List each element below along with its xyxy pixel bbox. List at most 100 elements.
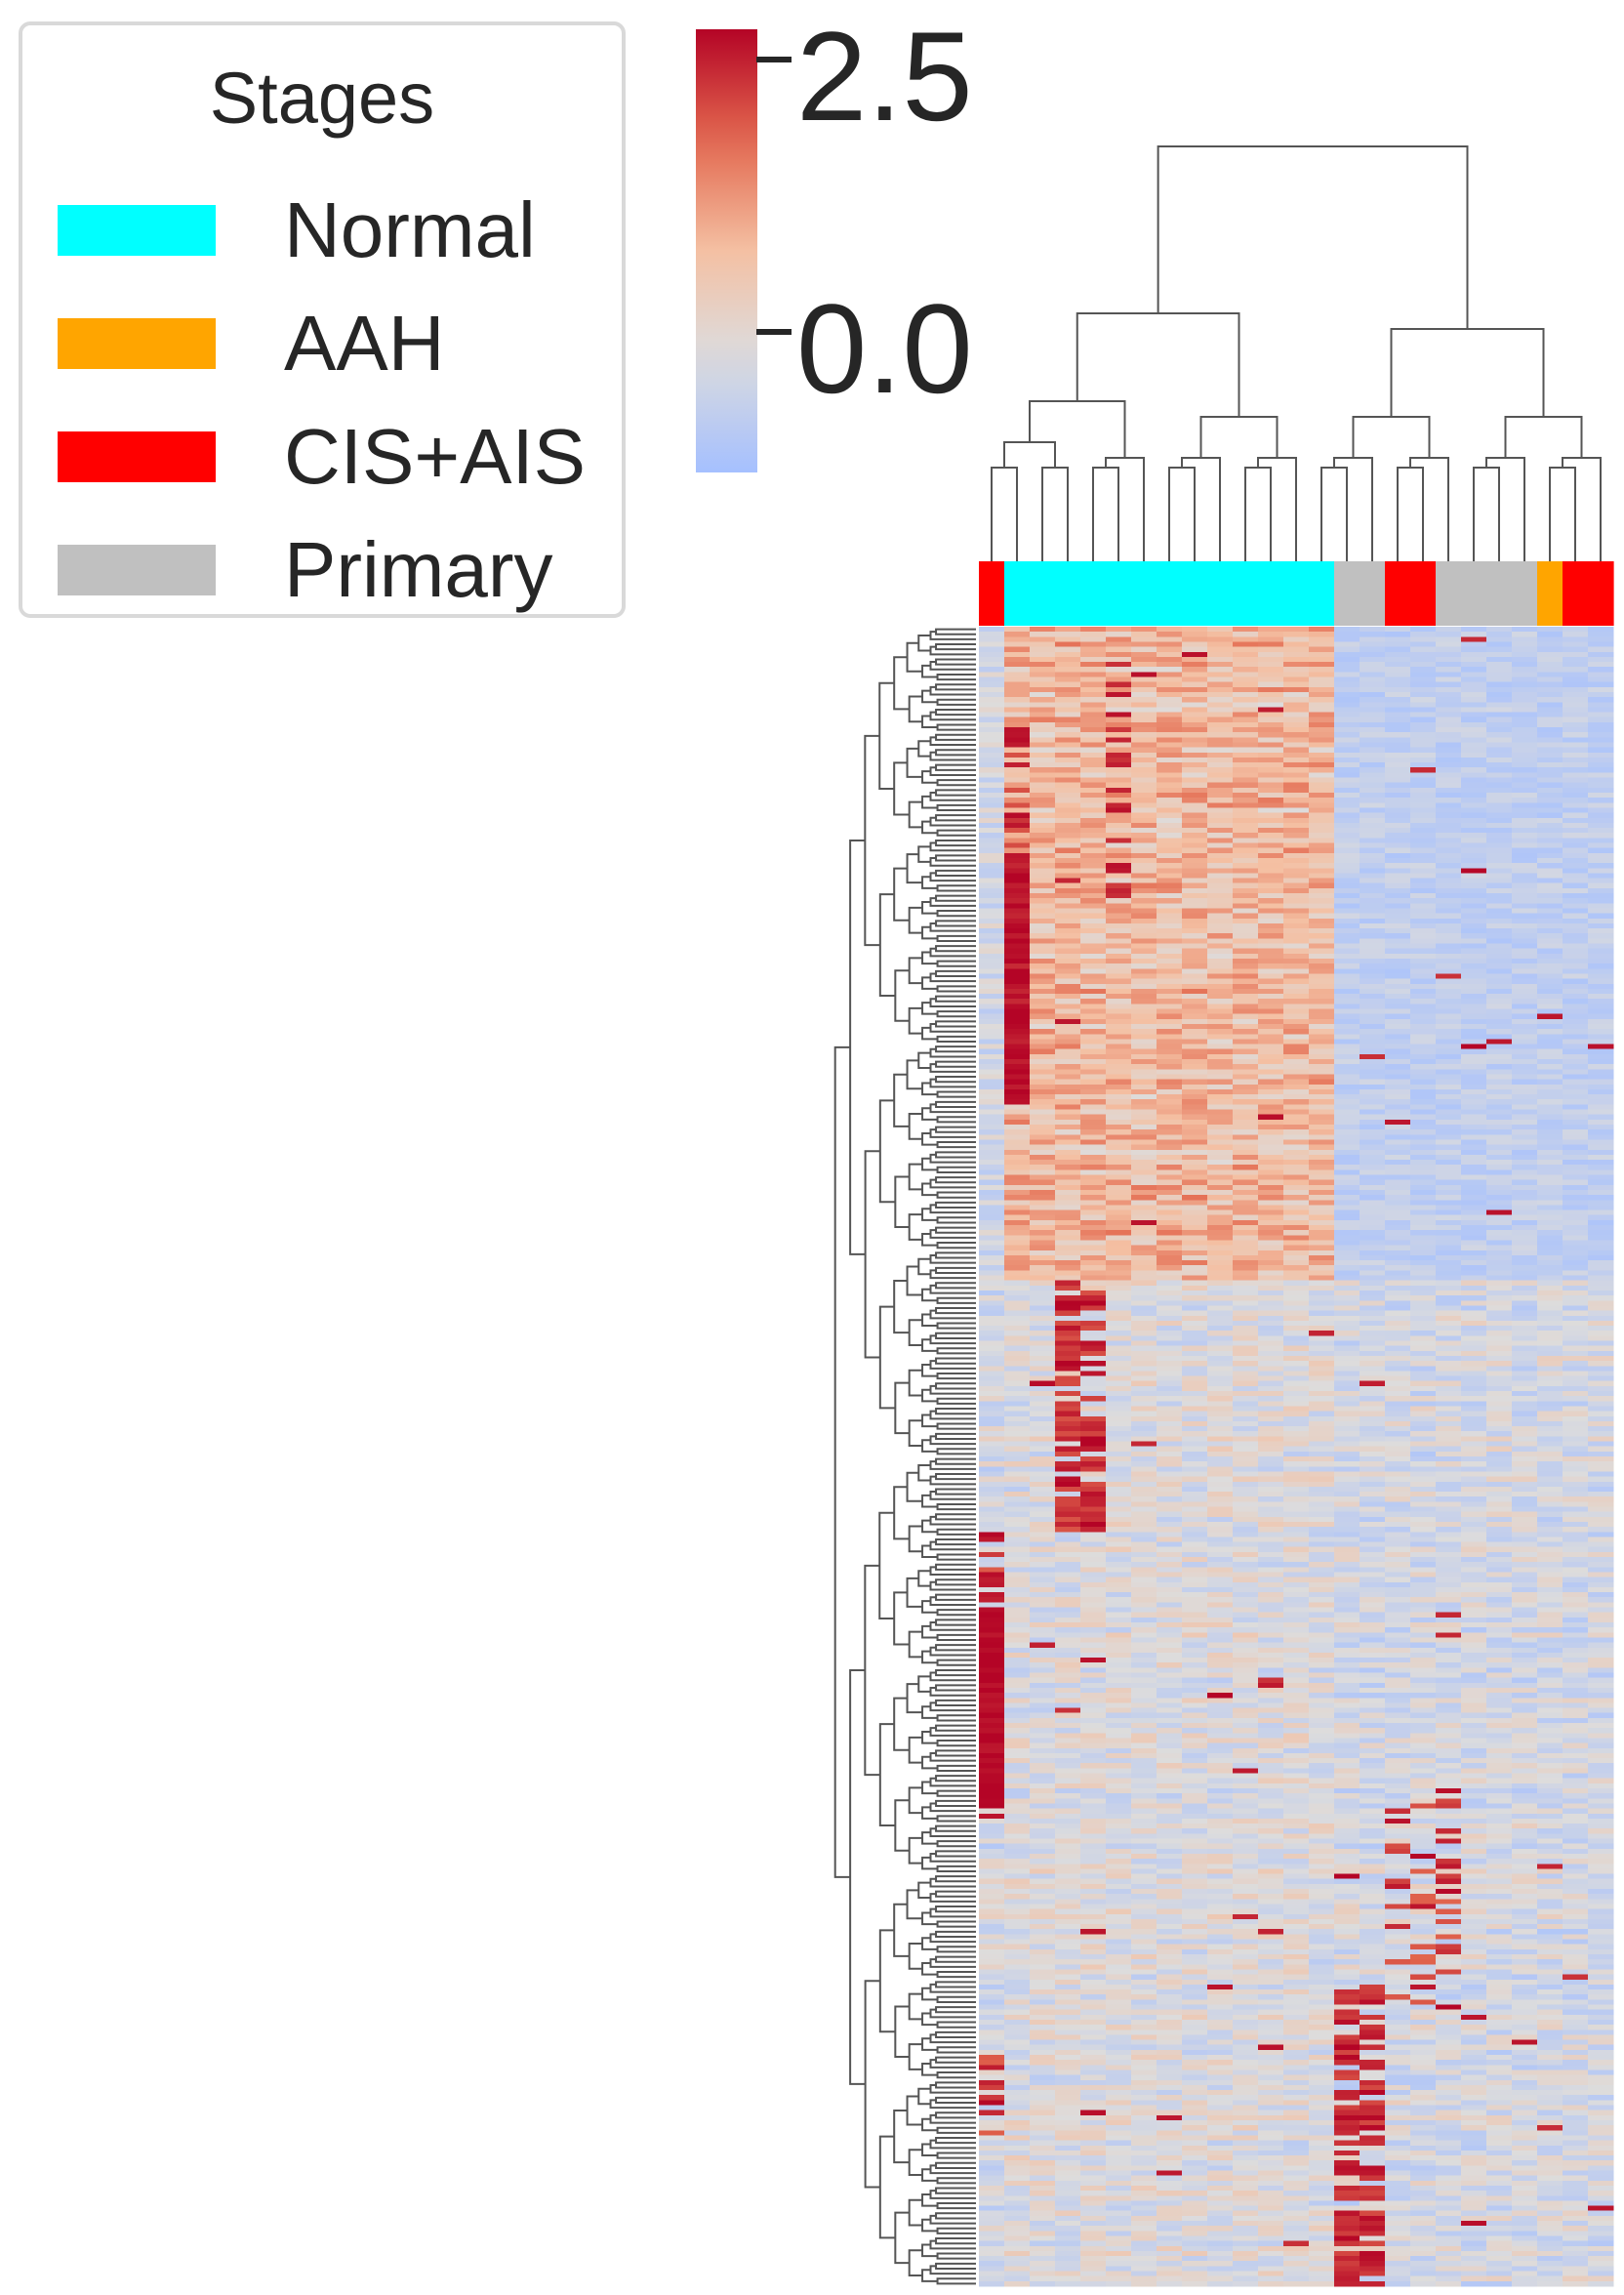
heatmap-cell (1563, 933, 1589, 939)
heatmap-cell (1283, 742, 1310, 749)
heatmap-cell (1537, 1415, 1563, 1422)
heatmap-cell (1030, 686, 1056, 693)
heatmap-cell (1182, 1125, 1208, 1130)
dendrogram-branch (929, 1596, 976, 1606)
heatmap-cell (1410, 1240, 1437, 1247)
heatmap-cell (1283, 697, 1310, 703)
heatmap-cell (1410, 868, 1437, 875)
heatmap-cell (1588, 812, 1614, 819)
heatmap-cell (1486, 1154, 1513, 1161)
heatmap-cell (1436, 681, 1462, 688)
heatmap-cell (979, 1219, 1005, 1226)
heatmap-cell (1461, 1165, 1487, 1170)
heatmap-cell (1207, 1532, 1234, 1538)
dendrogram-branch (929, 856, 976, 867)
dendrogram-branch (929, 1701, 976, 1712)
dendrogram-branch (908, 957, 923, 985)
heatmap-cell (1283, 1481, 1310, 1488)
heatmap-cell (1512, 767, 1538, 773)
heatmap-cell (1385, 1492, 1411, 1497)
heatmap-cell (1106, 1335, 1132, 1342)
heatmap-cell (1512, 1254, 1538, 1261)
heatmap-cell (1436, 707, 1462, 714)
heatmap-cell (1436, 999, 1462, 1004)
heatmap-cell (1004, 978, 1031, 985)
heatmap-cell (1537, 1079, 1563, 1086)
heatmap-cell (1512, 737, 1538, 744)
heatmap-cell (979, 1476, 1005, 1483)
heatmap-cell (1233, 737, 1259, 744)
heatmap-cell (1283, 1441, 1310, 1448)
heatmap-cell (1334, 1225, 1360, 1231)
heatmap-cell (1106, 1114, 1132, 1121)
heatmap-cell (1157, 1134, 1183, 1141)
heatmap-cell (1258, 999, 1284, 1004)
heatmap-cell (1512, 1406, 1538, 1413)
heatmap-cell (1258, 793, 1284, 799)
heatmap-cell (1436, 1104, 1462, 1111)
heatmap-cell (1588, 1331, 1614, 1336)
stage-cell (1537, 561, 1563, 626)
heatmap-cell (1233, 1079, 1259, 1086)
heatmap-cell (1258, 651, 1284, 658)
heatmap-cell (1410, 1160, 1437, 1166)
heatmap-cell (1233, 1039, 1259, 1045)
heatmap-cell (1461, 1300, 1487, 1307)
heatmap-cell (1258, 646, 1284, 653)
heatmap-cell (1004, 994, 1031, 1000)
heatmap-cell (1157, 1104, 1183, 1111)
heatmap-cell (1334, 1466, 1360, 1473)
heatmap-cell (1258, 1230, 1284, 1236)
heatmap-cell (1537, 662, 1563, 668)
heatmap-cell (1004, 863, 1031, 869)
heatmap-cell (1512, 798, 1538, 803)
heatmap-cell (1182, 1254, 1208, 1261)
heatmap-cell (1334, 727, 1360, 733)
heatmap-cell (1080, 1214, 1107, 1221)
heatmap-cell (1385, 1184, 1411, 1191)
heatmap-cell (1157, 1506, 1183, 1513)
heatmap-cell (1563, 686, 1589, 693)
heatmap-cell (979, 817, 1005, 824)
colorbar (696, 29, 757, 472)
heatmap-cell (1537, 782, 1563, 789)
heatmap-cell (1258, 1335, 1284, 1342)
heatmap-cell (1055, 948, 1081, 955)
heatmap-cell (1436, 983, 1462, 990)
heatmap-cell (1410, 1280, 1437, 1287)
heatmap-cell (1157, 908, 1183, 915)
heatmap-cell (1030, 1114, 1056, 1121)
heatmap-cell (1080, 1521, 1107, 1528)
heatmap-cell (1258, 968, 1284, 975)
heatmap-cell (1461, 1104, 1487, 1111)
heatmap-cell (1030, 1104, 1056, 1111)
heatmap-cell (1283, 1285, 1310, 1291)
dendrogram-branch (917, 2087, 931, 2106)
dendrogram-branch (936, 2227, 976, 2234)
dendrogram-branch (908, 906, 923, 934)
heatmap-cell (979, 1034, 1005, 1041)
heatmap-cell (1360, 1074, 1386, 1081)
heatmap-cell (1004, 641, 1031, 648)
heatmap-cell (1537, 978, 1563, 985)
heatmap-cell (1004, 922, 1031, 929)
heatmap-cell (979, 1079, 1005, 1086)
heatmap-cell (1080, 1300, 1107, 1307)
heatmap-cell (1385, 1174, 1411, 1181)
heatmap-cell (1182, 641, 1208, 648)
heatmap-cell (1537, 1114, 1563, 1121)
heatmap-cell (1563, 1415, 1589, 1422)
heatmap-cell (1461, 903, 1487, 910)
heatmap-cell (1080, 1134, 1107, 1141)
heatmap-cell (1588, 1034, 1614, 1041)
heatmap-cell (1309, 1205, 1335, 1211)
heatmap-cell (1360, 1225, 1386, 1231)
heatmap-cell (1055, 1411, 1081, 1417)
heatmap-cell (1486, 1411, 1513, 1417)
heatmap-cell (1106, 1205, 1132, 1211)
heatmap-cell (1360, 1275, 1386, 1282)
heatmap-cell (1182, 1200, 1208, 1207)
heatmap-cell (1563, 1265, 1589, 1271)
heatmap-cell (1182, 1160, 1208, 1166)
heatmap-cell (1233, 1084, 1259, 1090)
